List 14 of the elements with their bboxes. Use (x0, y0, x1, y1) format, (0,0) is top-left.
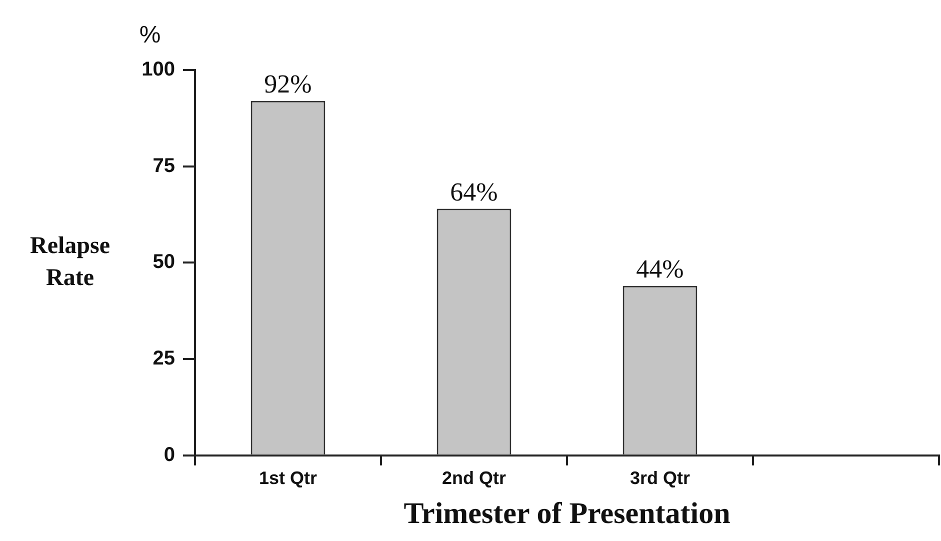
y-tick-label: 75 (152, 154, 175, 177)
x-tick-label: 1st Qtr (258, 468, 318, 488)
y-tick-label: 50 (152, 251, 175, 274)
x-tick-label: 2nd Qtr (442, 468, 506, 488)
x-axis-title: Trimester of Presentation (404, 496, 731, 530)
y-axis-title: Relapse Rate (30, 232, 110, 291)
y-tick-label: 25 (152, 348, 175, 370)
data-label: 92% (264, 70, 312, 99)
y-tick-label: 0 (164, 444, 175, 466)
x-tick-label: 3rd Qtr (630, 468, 690, 488)
data-label: 44% (636, 254, 684, 284)
data-label: 64% (450, 178, 498, 207)
y-tick-label: 100 (142, 58, 175, 81)
text: % (139, 22, 161, 49)
